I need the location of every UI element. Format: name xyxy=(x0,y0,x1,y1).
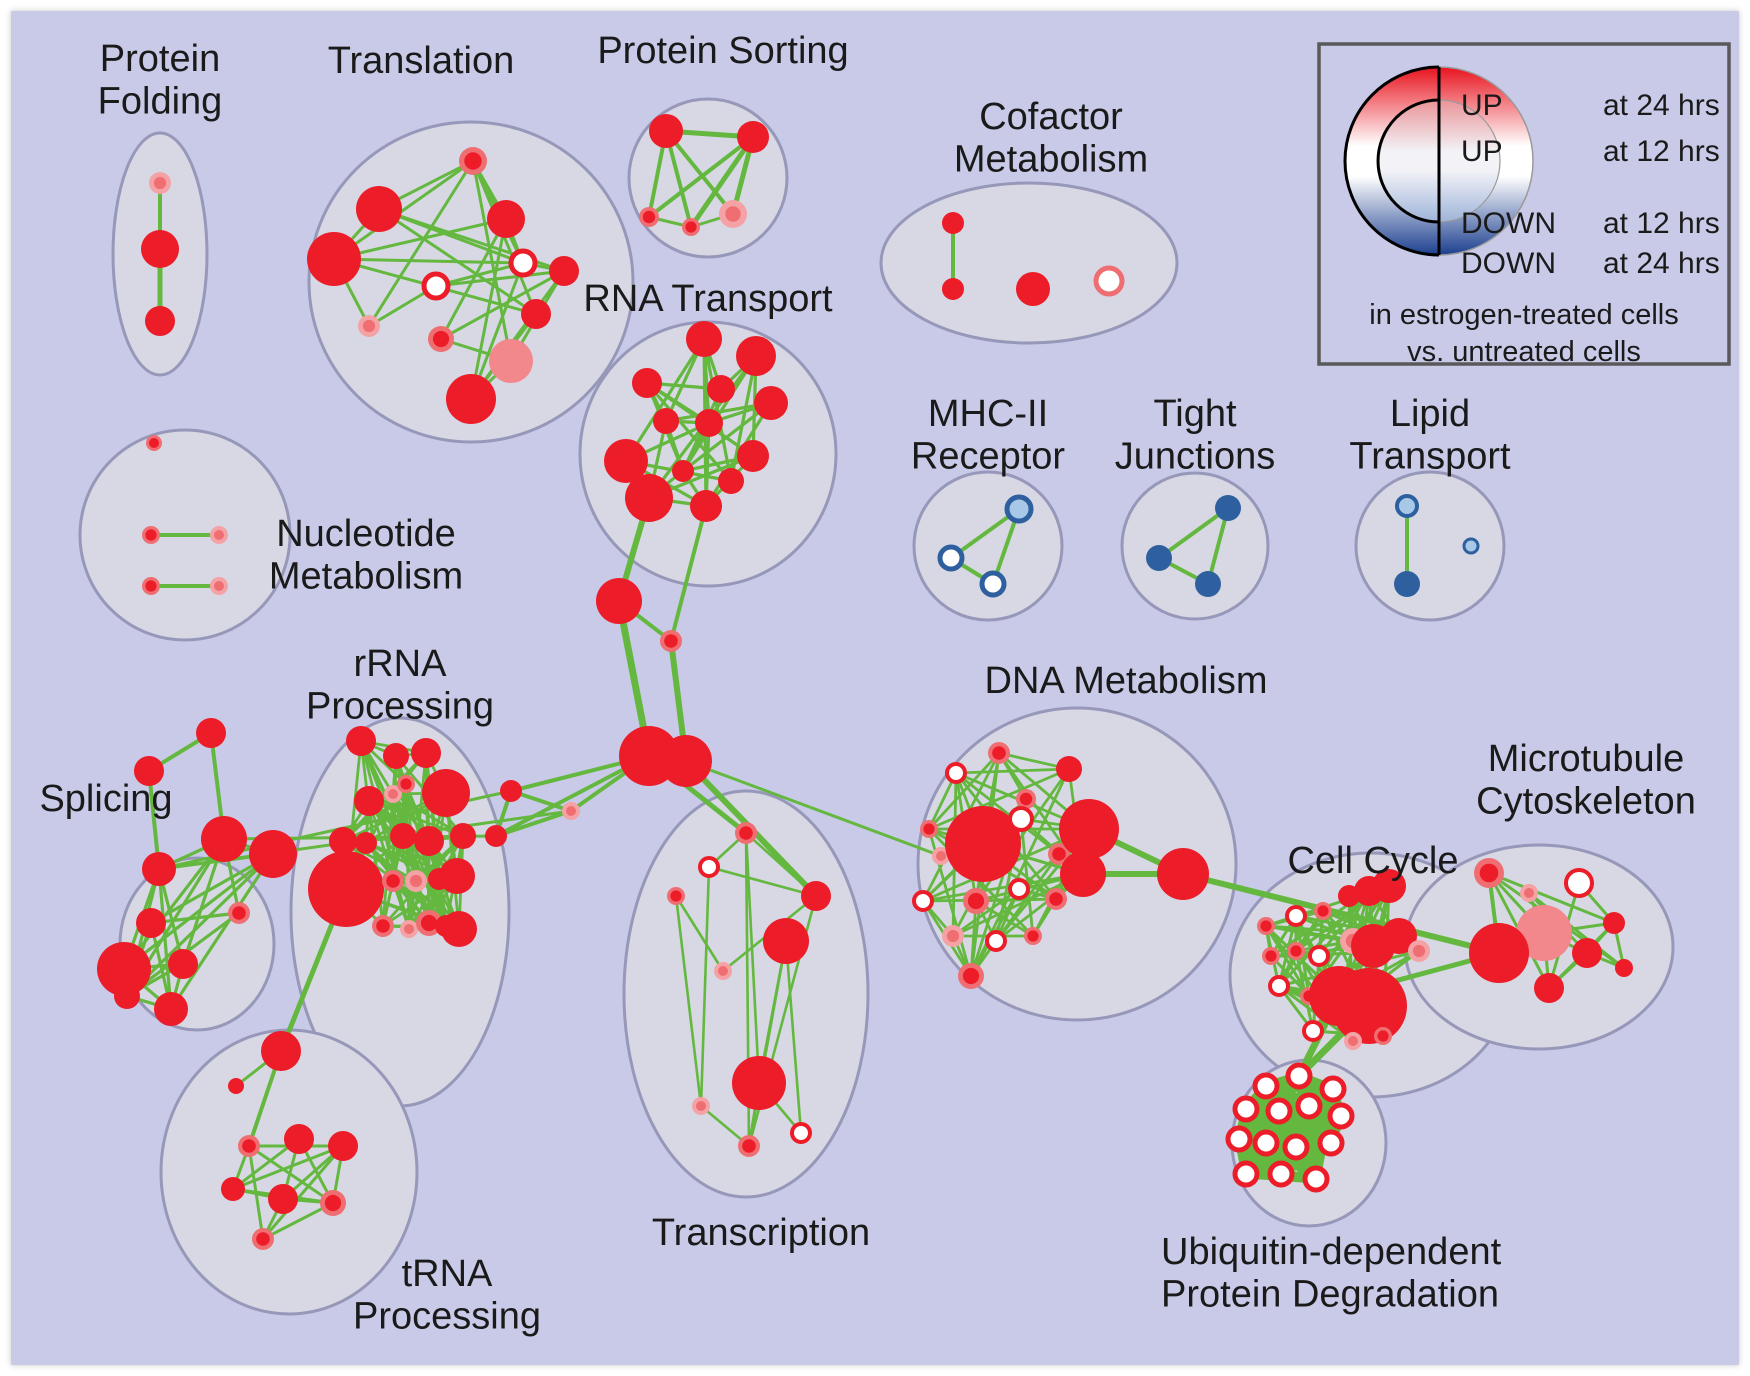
svg-text:Splicing: Splicing xyxy=(39,778,172,820)
svg-text:DOWN: DOWN xyxy=(1461,247,1556,280)
svg-text:at 24 hrs: at 24 hrs xyxy=(1603,89,1720,122)
svg-text:vs. untreated cells: vs. untreated cells xyxy=(1407,336,1641,368)
svg-text:DNA Metabolism: DNA Metabolism xyxy=(985,660,1268,702)
svg-text:DOWN: DOWN xyxy=(1461,207,1556,240)
svg-text:RNA Transport: RNA Transport xyxy=(583,278,833,320)
svg-text:in estrogen-treated cells: in estrogen-treated cells xyxy=(1369,299,1679,331)
svg-text:at 24 hrs: at 24 hrs xyxy=(1603,247,1720,280)
svg-text:Cell Cycle: Cell Cycle xyxy=(1287,840,1458,882)
svg-text:at 12 hrs: at 12 hrs xyxy=(1603,207,1720,240)
svg-text:UP: UP xyxy=(1461,135,1503,168)
svg-text:Translation: Translation xyxy=(328,40,515,82)
svg-text:Transcription: Transcription xyxy=(652,1212,870,1254)
svg-text:UP: UP xyxy=(1461,89,1503,122)
svg-text:at 12 hrs: at 12 hrs xyxy=(1603,135,1720,168)
svg-text:Protein Sorting: Protein Sorting xyxy=(597,30,848,72)
